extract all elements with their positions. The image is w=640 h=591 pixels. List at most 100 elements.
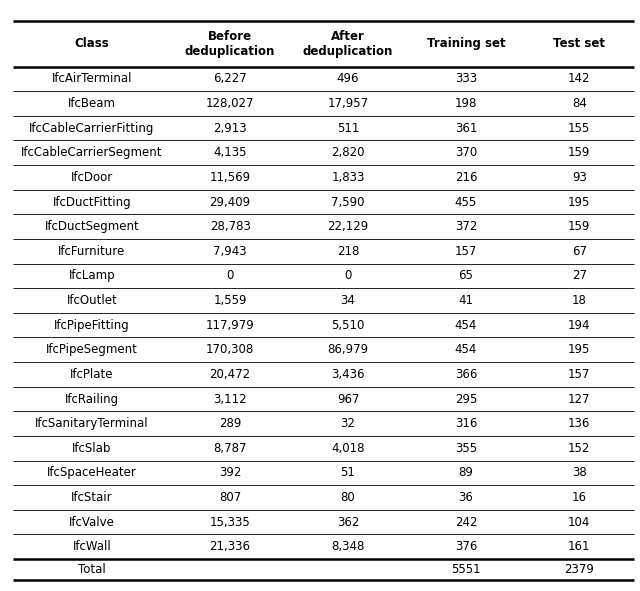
Text: 93: 93 — [572, 171, 587, 184]
Text: 36: 36 — [458, 491, 474, 504]
Text: 218: 218 — [337, 245, 359, 258]
Text: 38: 38 — [572, 466, 587, 479]
Text: 3,436: 3,436 — [332, 368, 365, 381]
Text: 511: 511 — [337, 122, 359, 135]
Text: 84: 84 — [572, 97, 587, 110]
Text: IfcFurniture: IfcFurniture — [58, 245, 125, 258]
Text: IfcPlate: IfcPlate — [70, 368, 114, 381]
Text: 127: 127 — [568, 392, 591, 405]
Text: IfcValve: IfcValve — [69, 516, 115, 529]
Text: 392: 392 — [219, 466, 241, 479]
Text: 17,957: 17,957 — [328, 97, 369, 110]
Text: Test set: Test set — [553, 37, 605, 50]
Text: 29,409: 29,409 — [209, 196, 251, 209]
Text: 0: 0 — [344, 269, 352, 282]
Text: 8,787: 8,787 — [213, 442, 247, 455]
Text: 86,979: 86,979 — [328, 343, 369, 356]
Text: 27: 27 — [572, 269, 587, 282]
Text: 195: 195 — [568, 343, 591, 356]
Text: 807: 807 — [219, 491, 241, 504]
Text: 454: 454 — [455, 343, 477, 356]
Text: 157: 157 — [455, 245, 477, 258]
Text: 2379: 2379 — [564, 563, 594, 576]
Text: 2,820: 2,820 — [332, 146, 365, 159]
Text: 16: 16 — [572, 491, 587, 504]
Text: IfcSanitaryTerminal: IfcSanitaryTerminal — [35, 417, 148, 430]
Text: Class: Class — [75, 37, 109, 50]
Text: 295: 295 — [455, 392, 477, 405]
Text: 3,112: 3,112 — [213, 392, 247, 405]
Text: 7,943: 7,943 — [213, 245, 247, 258]
Text: 6,227: 6,227 — [213, 72, 247, 85]
Text: 51: 51 — [340, 466, 355, 479]
Text: 7,590: 7,590 — [332, 196, 365, 209]
Text: IfcDuctFitting: IfcDuctFitting — [52, 196, 131, 209]
Text: 41: 41 — [458, 294, 474, 307]
Text: 161: 161 — [568, 540, 591, 553]
Text: Training set: Training set — [427, 37, 506, 50]
Text: 216: 216 — [455, 171, 477, 184]
Text: 362: 362 — [337, 516, 359, 529]
Text: 22,129: 22,129 — [328, 220, 369, 233]
Text: 104: 104 — [568, 516, 591, 529]
Text: 1,833: 1,833 — [332, 171, 365, 184]
Text: 967: 967 — [337, 392, 359, 405]
Text: IfcStair: IfcStair — [71, 491, 113, 504]
Text: 152: 152 — [568, 442, 591, 455]
Text: IfcPipeFitting: IfcPipeFitting — [54, 319, 130, 332]
Text: 11,569: 11,569 — [209, 171, 251, 184]
Text: 496: 496 — [337, 72, 359, 85]
Text: 80: 80 — [340, 491, 355, 504]
Text: 21,336: 21,336 — [209, 540, 251, 553]
Text: IfcSlab: IfcSlab — [72, 442, 111, 455]
Text: 4,018: 4,018 — [332, 442, 365, 455]
Text: 157: 157 — [568, 368, 591, 381]
Text: 376: 376 — [455, 540, 477, 553]
Text: 4,135: 4,135 — [213, 146, 247, 159]
Text: 454: 454 — [455, 319, 477, 332]
Text: 89: 89 — [458, 466, 474, 479]
Text: IfcDuctSegment: IfcDuctSegment — [45, 220, 140, 233]
Text: 455: 455 — [455, 196, 477, 209]
Text: 34: 34 — [340, 294, 355, 307]
Text: IfcSpaceHeater: IfcSpaceHeater — [47, 466, 137, 479]
Text: 1,559: 1,559 — [213, 294, 247, 307]
Text: IfcCableCarrierSegment: IfcCableCarrierSegment — [21, 146, 163, 159]
Text: 159: 159 — [568, 146, 591, 159]
Text: 316: 316 — [455, 417, 477, 430]
Text: 372: 372 — [455, 220, 477, 233]
Text: IfcOutlet: IfcOutlet — [67, 294, 117, 307]
Text: IfcAirTerminal: IfcAirTerminal — [52, 72, 132, 85]
Text: 355: 355 — [455, 442, 477, 455]
Text: 155: 155 — [568, 122, 591, 135]
Text: IfcDoor: IfcDoor — [71, 171, 113, 184]
Text: IfcCableCarrierFitting: IfcCableCarrierFitting — [29, 122, 155, 135]
Text: Before
deduplication: Before deduplication — [185, 30, 275, 58]
Text: IfcRailing: IfcRailing — [65, 392, 119, 405]
Text: 8,348: 8,348 — [332, 540, 365, 553]
Text: 28,783: 28,783 — [210, 220, 250, 233]
Text: 242: 242 — [455, 516, 477, 529]
Text: 18: 18 — [572, 294, 587, 307]
Text: IfcBeam: IfcBeam — [68, 97, 116, 110]
Text: IfcWall: IfcWall — [72, 540, 111, 553]
Text: 366: 366 — [455, 368, 477, 381]
Text: 142: 142 — [568, 72, 591, 85]
Text: 333: 333 — [455, 72, 477, 85]
Text: 32: 32 — [340, 417, 355, 430]
Text: 289: 289 — [219, 417, 241, 430]
Text: 5551: 5551 — [451, 563, 481, 576]
Text: Total: Total — [78, 563, 106, 576]
Text: IfcPipeSegment: IfcPipeSegment — [46, 343, 138, 356]
Text: 128,027: 128,027 — [206, 97, 254, 110]
Text: 370: 370 — [455, 146, 477, 159]
Text: 170,308: 170,308 — [206, 343, 254, 356]
Text: 20,472: 20,472 — [209, 368, 251, 381]
Text: 67: 67 — [572, 245, 587, 258]
Text: 198: 198 — [455, 97, 477, 110]
Text: 117,979: 117,979 — [205, 319, 255, 332]
Text: 195: 195 — [568, 196, 591, 209]
Text: 2,913: 2,913 — [213, 122, 247, 135]
Text: 65: 65 — [458, 269, 474, 282]
Text: After
deduplication: After deduplication — [303, 30, 393, 58]
